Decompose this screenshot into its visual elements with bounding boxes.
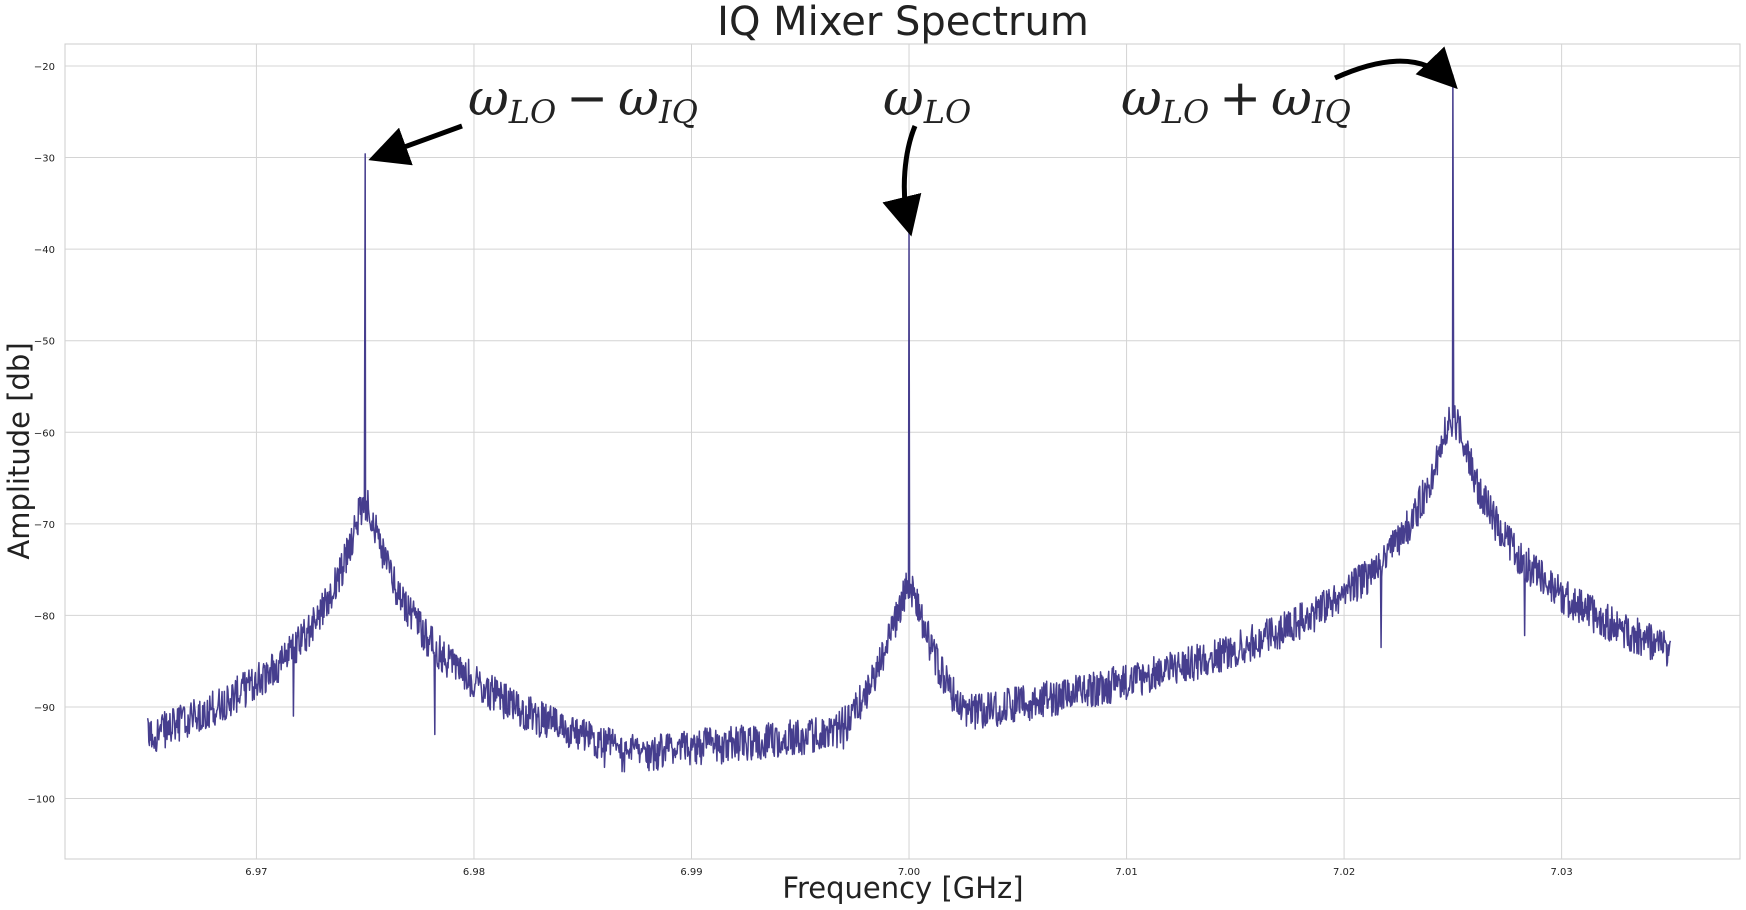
annotation-base: ω — [1121, 69, 1162, 127]
y-tick-label: −90 — [34, 703, 55, 714]
y-tick-label: −100 — [28, 795, 55, 806]
y-tick-label: −80 — [34, 611, 55, 622]
x-tick-labels: 6.97 6.98 6.99 7.00 7.01 7.02 7.03 — [245, 867, 1572, 878]
x-grid — [255, 44, 1563, 859]
annotation-subscript: IQ — [1311, 93, 1351, 131]
plot-area — [64, 43, 1741, 860]
y-tick-label: −30 — [34, 154, 55, 165]
annotation-operator: − — [566, 69, 608, 127]
annotation-base: ω — [468, 69, 509, 127]
chart-title: IQ Mixer Spectrum — [717, 0, 1089, 45]
peak-annotation: ωLO — [883, 69, 971, 131]
annotation-base: ω — [1271, 69, 1312, 127]
y-axis-label: Amplitude [db] — [2, 342, 36, 559]
annotation-arrow — [1333, 46, 1458, 90]
peak-annotation: ωLO − ωIQ — [468, 69, 698, 131]
y-tick-label: −60 — [34, 428, 55, 439]
annotation-base: ω — [883, 69, 924, 127]
x-tick-label: 7.00 — [898, 867, 920, 878]
peak-annotation: ωLO + ωIQ — [1121, 69, 1351, 131]
annotation-subscript: LO — [1161, 93, 1209, 131]
y-tick-label: −70 — [34, 520, 55, 531]
x-tick-label: 7.02 — [1333, 867, 1355, 878]
x-tick-label: 6.98 — [463, 867, 485, 878]
x-axis-label: Frequency [GHz] — [782, 871, 1023, 905]
x-tick-label: 7.01 — [1115, 867, 1137, 878]
annotation-arrow — [368, 123, 463, 166]
annotation-subscript: LO — [508, 93, 556, 131]
annotation-subscript: IQ — [658, 93, 698, 131]
y-tick-label: −50 — [34, 337, 55, 348]
y-tick-label: −20 — [34, 62, 55, 73]
annotation-operator: + — [1219, 69, 1261, 127]
annotation-arrow — [882, 125, 922, 237]
y-tick-label: −40 — [34, 245, 55, 256]
x-tick-label: 7.03 — [1550, 867, 1572, 878]
y-grid — [65, 65, 1740, 800]
annotation-base: ω — [618, 69, 659, 127]
annotation-subscript: LO — [923, 93, 971, 131]
y-tick-labels: −20 −30 −40 −50 −60 −70 −80 −90 −100 — [28, 62, 55, 806]
x-tick-label: 6.97 — [245, 867, 267, 878]
x-tick-label: 6.99 — [680, 867, 702, 878]
annotations: ωLO − ωIQ ωLO ωLO + ωIQ — [368, 46, 1458, 237]
